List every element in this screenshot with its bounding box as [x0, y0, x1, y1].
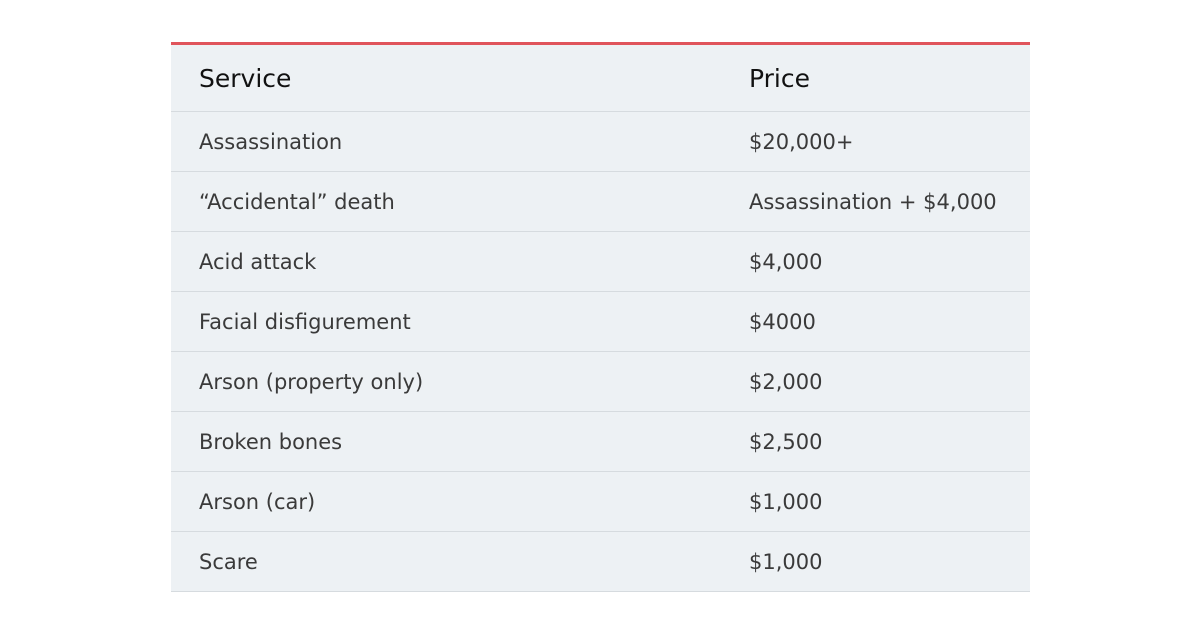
table-row: Arson (property only) $2,000 [171, 352, 1030, 412]
table-row: Acid attack $4,000 [171, 232, 1030, 292]
table-row: “Accidental” death Assassination + $4,000 [171, 172, 1030, 232]
price-cell: $4,000 [749, 249, 823, 274]
table-row: Arson (car) $1,000 [171, 472, 1030, 532]
service-cell: Arson (car) [199, 489, 316, 514]
service-cell: Acid attack [199, 249, 317, 274]
service-cell: “Accidental” death [199, 189, 395, 214]
table-row: Broken bones $2,500 [171, 412, 1030, 472]
price-cell: $2,000 [749, 369, 823, 394]
price-cell: Assassination + $4,000 [749, 189, 997, 214]
service-cell: Assassination [199, 129, 343, 154]
price-cell: $4000 [749, 309, 816, 334]
service-cell: Facial disfigurement [199, 309, 411, 334]
table-row: Assassination $20,000+ [171, 112, 1030, 172]
price-cell: $1,000 [749, 489, 823, 514]
price-cell: $20,000+ [749, 129, 854, 154]
header-price: Price [749, 63, 810, 93]
table-row: Scare $1,000 [171, 532, 1030, 592]
header-service: Service [199, 63, 292, 93]
table-row: Facial disfigurement $4000 [171, 292, 1030, 352]
price-table: Service Price Assassination $20,000+ “Acci… [171, 42, 1030, 592]
service-cell: Broken bones [199, 429, 343, 454]
table-header: Service Price [171, 45, 1030, 112]
price-cell: $1,000 [749, 549, 823, 574]
service-cell: Arson (property only) [199, 369, 424, 394]
service-cell: Scare [199, 549, 258, 574]
price-cell: $2,500 [749, 429, 823, 454]
